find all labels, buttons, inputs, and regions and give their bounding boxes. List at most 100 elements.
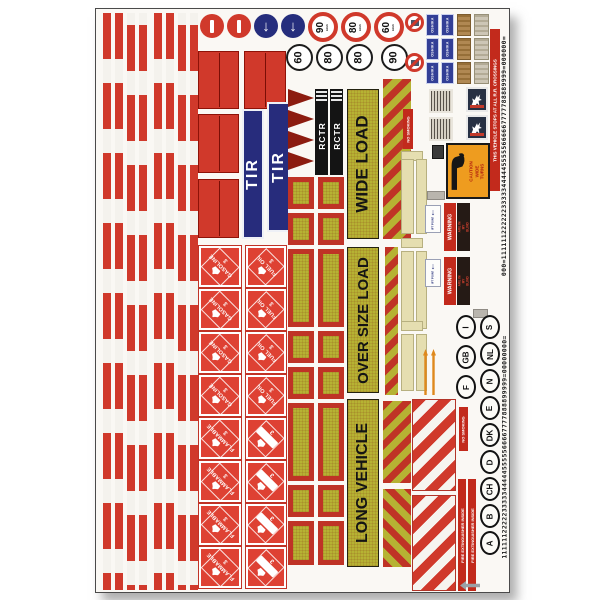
hazard-placard-gasoline: GASOLINE 3 [198, 245, 242, 288]
country-oval-gb: GB [456, 345, 476, 369]
country-oval-e: E [480, 396, 500, 420]
barrier-stripe-bar [139, 13, 147, 590]
hazard-placard-flammable: FLAMMABLE 3 [198, 460, 242, 503]
down-arrow-icon: ↓ [262, 17, 270, 35]
chevron-strip [383, 401, 411, 483]
caution-text: CAUTION WIDE TURNS [468, 160, 485, 182]
speed-limit-sign: 60 km/h [374, 12, 404, 42]
barrier-stripe-bar [103, 13, 111, 590]
red-panel [244, 51, 286, 109]
no-entry-sign [200, 14, 224, 38]
panel-divider [218, 53, 220, 107]
blind-spot-strip: YOU ARE IN MY BLIND SPOT [457, 203, 470, 251]
marker-board [318, 177, 344, 209]
gray-label [474, 14, 489, 36]
speed-disc: 90 [381, 44, 408, 71]
hazard-placard-blank: 3 [245, 417, 287, 460]
barrier-stripe-bar [190, 13, 198, 590]
hazard-placard-fuel-oil: FUEL OIL 3 [245, 288, 287, 331]
hazard-placard-blank: 3 [245, 546, 287, 589]
hazard-placard-gasoline: GASOLINE 3 [198, 288, 242, 331]
country-oval-s: S [480, 315, 500, 339]
country-oval-i: I [456, 315, 476, 339]
hazard-triangle [288, 89, 314, 107]
hazard-placard-gasoline: GASOLINE 3 [198, 331, 242, 374]
dark-label [432, 145, 444, 159]
oshika-label: OSHIKA [426, 14, 439, 36]
red-panel [198, 51, 239, 109]
hazard-triangle [288, 110, 314, 128]
gray-arrow-sticker [460, 581, 480, 590]
no-smoking-strip: NO SMOKING [403, 109, 413, 149]
hazard-stripe-panel [412, 399, 456, 491]
warning-strip: WARNING [444, 203, 456, 251]
rr-crossings-strip: THIS VEHICLE STOPS AT ALL R.R. CROSSINGS [490, 29, 500, 191]
barrier-stripe-bar [127, 13, 135, 590]
caution-wide-turns-sticker: CAUTION WIDE TURNS [446, 143, 490, 199]
marker-board [318, 403, 344, 481]
hazard-placard-fuel-oil: FUEL OIL 3 [245, 245, 287, 288]
marker-board [288, 521, 314, 565]
oshika-label: OSHIKA [426, 38, 439, 60]
oshika-label: OSHIKA [441, 38, 454, 60]
chevron-strip [383, 489, 411, 567]
country-oval-f: F [456, 375, 476, 399]
marker-board [318, 331, 344, 363]
rctr-plate: RCTR [330, 89, 343, 175]
hazard-placard-gasoline: GASOLINE 3 [198, 374, 242, 417]
down-arrow-icon: ↓ [430, 207, 436, 217]
barcode-label [429, 117, 453, 141]
marker-board [288, 213, 314, 245]
oshika-label: OSHIKA [426, 62, 439, 84]
barcode-label [429, 89, 453, 113]
trim-strip [401, 321, 423, 331]
blind-spot-strip: YOU ARE IN MY BLIND SPOT [457, 257, 470, 305]
panel-divider [218, 116, 220, 171]
red-panel [198, 114, 239, 173]
no-smoking-strip: NO SMOKING [459, 407, 468, 451]
deer-icon [471, 93, 482, 106]
country-oval-d: D [480, 450, 500, 474]
speed-unit: km/h [391, 23, 396, 31]
barrier-stripe-bar [154, 13, 162, 590]
marker-board [288, 403, 314, 481]
speed-disc: 80 [316, 44, 343, 71]
gray-label [474, 38, 489, 60]
trim-strip [401, 251, 414, 329]
lift-point-sticker: ↓ LIFT POINT [425, 259, 441, 287]
hazard-triangle [288, 152, 314, 170]
deer-icon [471, 121, 482, 134]
marker-board [288, 485, 314, 517]
over-size-load-banner: OVER SIZE LOAD [347, 247, 379, 393]
rctr-plate: RCTR [315, 89, 328, 175]
marker-board [288, 367, 314, 399]
hazard-placard-flammable: FLAMMABLE 3 [198, 546, 242, 589]
tir-plate: TIR [242, 109, 264, 239]
prohibition-sign [405, 13, 424, 32]
barrier-stripe-bar [166, 13, 174, 590]
marker-board [318, 249, 344, 327]
marker-board [318, 367, 344, 399]
hazard-triangle [288, 131, 314, 149]
oshika-label: OSHIKA [441, 14, 454, 36]
no-entry-sign [227, 14, 251, 38]
red-panel [198, 179, 239, 238]
down-arrow-icon: ↓ [430, 261, 436, 271]
turning-truck-icon [451, 153, 465, 190]
fire-extinguisher-strip: FIRE EXTINGUISHER INSIDE [458, 479, 466, 591]
country-oval-b: B [480, 504, 500, 528]
hazard-placard-flammable: FLAMMABLE 3 [198, 417, 242, 460]
small-gray-label [427, 191, 445, 200]
speed-disc: 80 [346, 44, 373, 71]
country-oval-ch: CH [480, 477, 500, 501]
barrier-stripe-bar [178, 13, 186, 590]
marker-board [318, 213, 344, 245]
speed-unit: km/h [325, 23, 330, 31]
prohibition-sign [405, 53, 424, 72]
wood-label [457, 14, 471, 36]
country-oval-nl: NL [480, 342, 500, 366]
hazard-placard-blank: 3 [245, 460, 287, 503]
no-entry-bar-icon [210, 19, 214, 33]
trim-strip [416, 159, 427, 234]
marker-board [318, 485, 344, 517]
